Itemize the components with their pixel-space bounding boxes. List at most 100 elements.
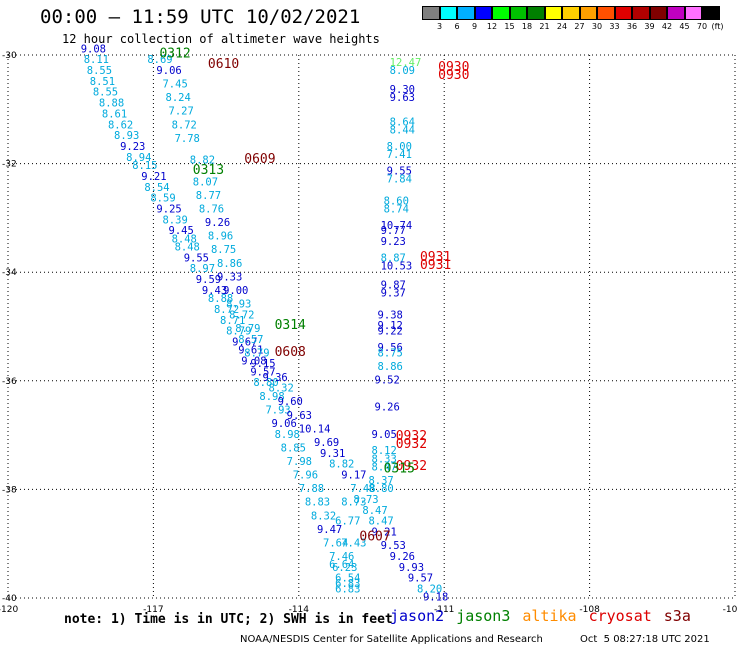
data-point-label: 9.21: [141, 171, 166, 183]
pass-time-label: 0932: [396, 437, 427, 452]
data-point-label: 8.93: [114, 130, 139, 142]
data-point-label: 9.21: [372, 527, 397, 539]
colorbar-level-label: 6: [454, 22, 460, 31]
data-point-label: 8.97: [190, 263, 215, 275]
data-point-label: 8.79: [235, 323, 260, 335]
legend-item-cryosat: cryosat: [588, 607, 652, 625]
data-point-label: 9.31: [320, 448, 345, 460]
data-point-label: 8.44: [390, 125, 415, 137]
data-point-label: 9.43: [202, 285, 227, 297]
data-point-label: 7.27: [169, 106, 194, 118]
data-point-label: 7.78: [175, 133, 200, 145]
data-point-label: 8.71: [220, 315, 245, 327]
y-tick-label: -36: [2, 377, 17, 387]
data-point-label: 8.47: [372, 461, 397, 473]
data-point-label: 8.77: [196, 190, 221, 202]
data-point-label: 9.18: [423, 592, 448, 604]
data-point-label: 7.96: [293, 470, 318, 482]
colorbar-swatch: [562, 6, 580, 20]
pass-time-label: 0313: [193, 163, 224, 178]
data-point-label: 9.36: [262, 372, 287, 384]
grid: [7, 54, 736, 599]
data-point-label: 8.80: [368, 483, 393, 495]
colorbar-swatch: [509, 6, 527, 20]
data-point-label: 9.06: [156, 65, 181, 77]
data-point-label: 12.47: [390, 57, 422, 69]
data-point-label: 8.33: [372, 453, 397, 465]
data-point-label: 9.22: [378, 326, 403, 338]
data-point-label: 9.06: [272, 418, 297, 430]
data-point-label: 8.85: [281, 442, 306, 454]
data-point-label: 8.32: [269, 383, 294, 395]
data-point-label: 8.07: [193, 176, 218, 188]
pass-time-label: 0314: [275, 318, 306, 333]
data-point-label: 8.72: [229, 309, 254, 321]
data-point-label: 9.63: [287, 410, 312, 422]
data-point-label: 8.60: [384, 195, 409, 207]
data-point-label: 9.33: [217, 271, 242, 283]
data-point-label: 9.45: [169, 225, 194, 237]
data-point-label: 9.61: [238, 345, 263, 357]
data-point-label: 9.37: [381, 288, 406, 300]
colorbar-level-label: 9: [471, 22, 478, 31]
y-tick-label: -40: [2, 594, 17, 604]
series-pass-0930-0932: 12.478.09 9.309.63 8.648.44 8.007.41 9.557.8…: [368, 57, 421, 495]
data-point-label: 8.24: [166, 92, 191, 104]
data-point-label: 8.15: [132, 160, 157, 172]
colorbar-swatch: [457, 6, 475, 20]
data-point-label: 8.88: [208, 293, 233, 305]
pass-time-label: 0610: [208, 57, 239, 72]
x-tick-label: -108: [579, 605, 600, 615]
credit-text: NOAA/NESDIS Center for Satellite Applica…: [240, 634, 543, 645]
data-point-label: 8.73: [341, 497, 366, 509]
data-point-label: 8.09: [390, 65, 415, 77]
data-point-label: 8.93: [226, 298, 251, 310]
data-point-label: 8.74: [384, 203, 409, 215]
colorbar-level-label: 21: [539, 22, 550, 31]
data-point-label: 6.64: [329, 559, 354, 571]
chart-subtitle: 12 hour collection of altimeter wave hei…: [62, 32, 380, 46]
data-point-label: 9.77: [381, 225, 406, 237]
data-point-label: 8.88: [99, 98, 124, 110]
data-point-label: 9.26: [205, 217, 230, 229]
data-point-label: 8.69: [147, 54, 172, 66]
data-point-label: 6.23: [332, 562, 357, 574]
data-point-label: 9.08: [241, 356, 266, 368]
data-point-label: 8.51: [90, 76, 115, 88]
colorbar-swatch: [422, 6, 440, 20]
colorbar-swatch: [439, 6, 457, 20]
data-point-label: 9.17: [341, 470, 366, 482]
data-point-label: 8.39: [162, 214, 187, 226]
data-point-label: 9.23: [381, 236, 406, 248]
pass-time-label: 0609: [244, 152, 275, 167]
axes: -120 -117 -114 -111 -108 -10 -30 -32 -34 -36 -38 -4…: [0, 51, 738, 615]
data-point-label: 8.76: [199, 203, 224, 215]
data-point-label: 8.55: [87, 65, 112, 77]
y-tick-label: -32: [2, 160, 17, 170]
data-point-label: 8.48: [172, 233, 197, 245]
data-point-label: 8.82: [190, 155, 215, 167]
data-point-label: 8.12: [372, 445, 397, 457]
legend-item-altika: altika: [522, 607, 577, 625]
data-point-label: 9.25: [156, 203, 181, 215]
data-point-label: 8.79: [244, 347, 269, 359]
colorbar-swatch: [474, 6, 492, 20]
x-tick-label: -10: [723, 605, 738, 615]
data-point-label: 8.87: [381, 252, 406, 264]
chart-title: 00:00 — 11:59 UTC 10/02/2021: [40, 6, 361, 28]
colorbar-unit: (ft): [711, 22, 724, 31]
colorbar-level-label: 70: [696, 22, 708, 31]
data-series: 9.088.118.558.518.558.888.618.628.939.23…: [81, 43, 449, 603]
data-point-label: 9.30: [390, 84, 415, 96]
pass-time-label: 0930: [438, 60, 469, 75]
colorbar: 3 6 9 12 15 18 21 24 27 30 33 36 39 42 45 70 (ft): [422, 6, 740, 36]
pass-time-label: 0607: [359, 530, 390, 545]
data-point-label: 6.54: [335, 573, 360, 585]
colorbar-level-label: 24: [556, 22, 568, 31]
colorbar-swatch: [492, 6, 510, 20]
x-tick-label: -114: [289, 605, 310, 615]
data-point-label: 8.48: [175, 241, 200, 253]
colorbar-level-label: 12: [486, 22, 498, 31]
data-point-label: 7.84: [387, 174, 412, 186]
